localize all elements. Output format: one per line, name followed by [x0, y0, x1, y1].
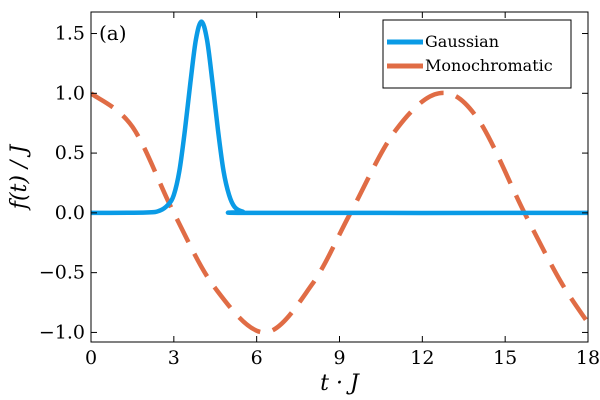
x-tick-label: 18 [576, 347, 600, 369]
x-axis-label: t · J [320, 371, 360, 396]
x-tick-label: 12 [410, 347, 434, 369]
x-tick-label: 9 [333, 347, 345, 369]
y-tick-label: −0.5 [39, 262, 85, 284]
legend: Gaussian Monochromatic [382, 19, 572, 89]
y-axis-label: f(t) / J [7, 144, 32, 212]
x-tick-label: 6 [251, 347, 263, 369]
x-tick-label: 3 [168, 347, 180, 369]
y-tick-label: 0.5 [55, 142, 85, 164]
series-layer [91, 19, 588, 335]
y-tick-label: 0.0 [55, 202, 85, 224]
x-tick-label: 0 [85, 347, 97, 369]
y-tick-label: −1.0 [39, 321, 85, 343]
legend-entry-monochromatic: Monochromatic [425, 56, 553, 75]
y-tick-label: 1.5 [55, 23, 85, 45]
ticks-layer: 0 3 6 9 12 15 18 −1.0 −0.5 0.0 0.5 1.0 1.5 [39, 12, 600, 369]
panel-label: (a) [99, 21, 127, 45]
legend-box [382, 19, 572, 89]
x-tick-label: 15 [493, 347, 517, 369]
legend-entry-gaussian: Gaussian [425, 32, 499, 51]
y-tick-label: 1.0 [55, 82, 85, 104]
series-line-gaussian [91, 19, 588, 216]
